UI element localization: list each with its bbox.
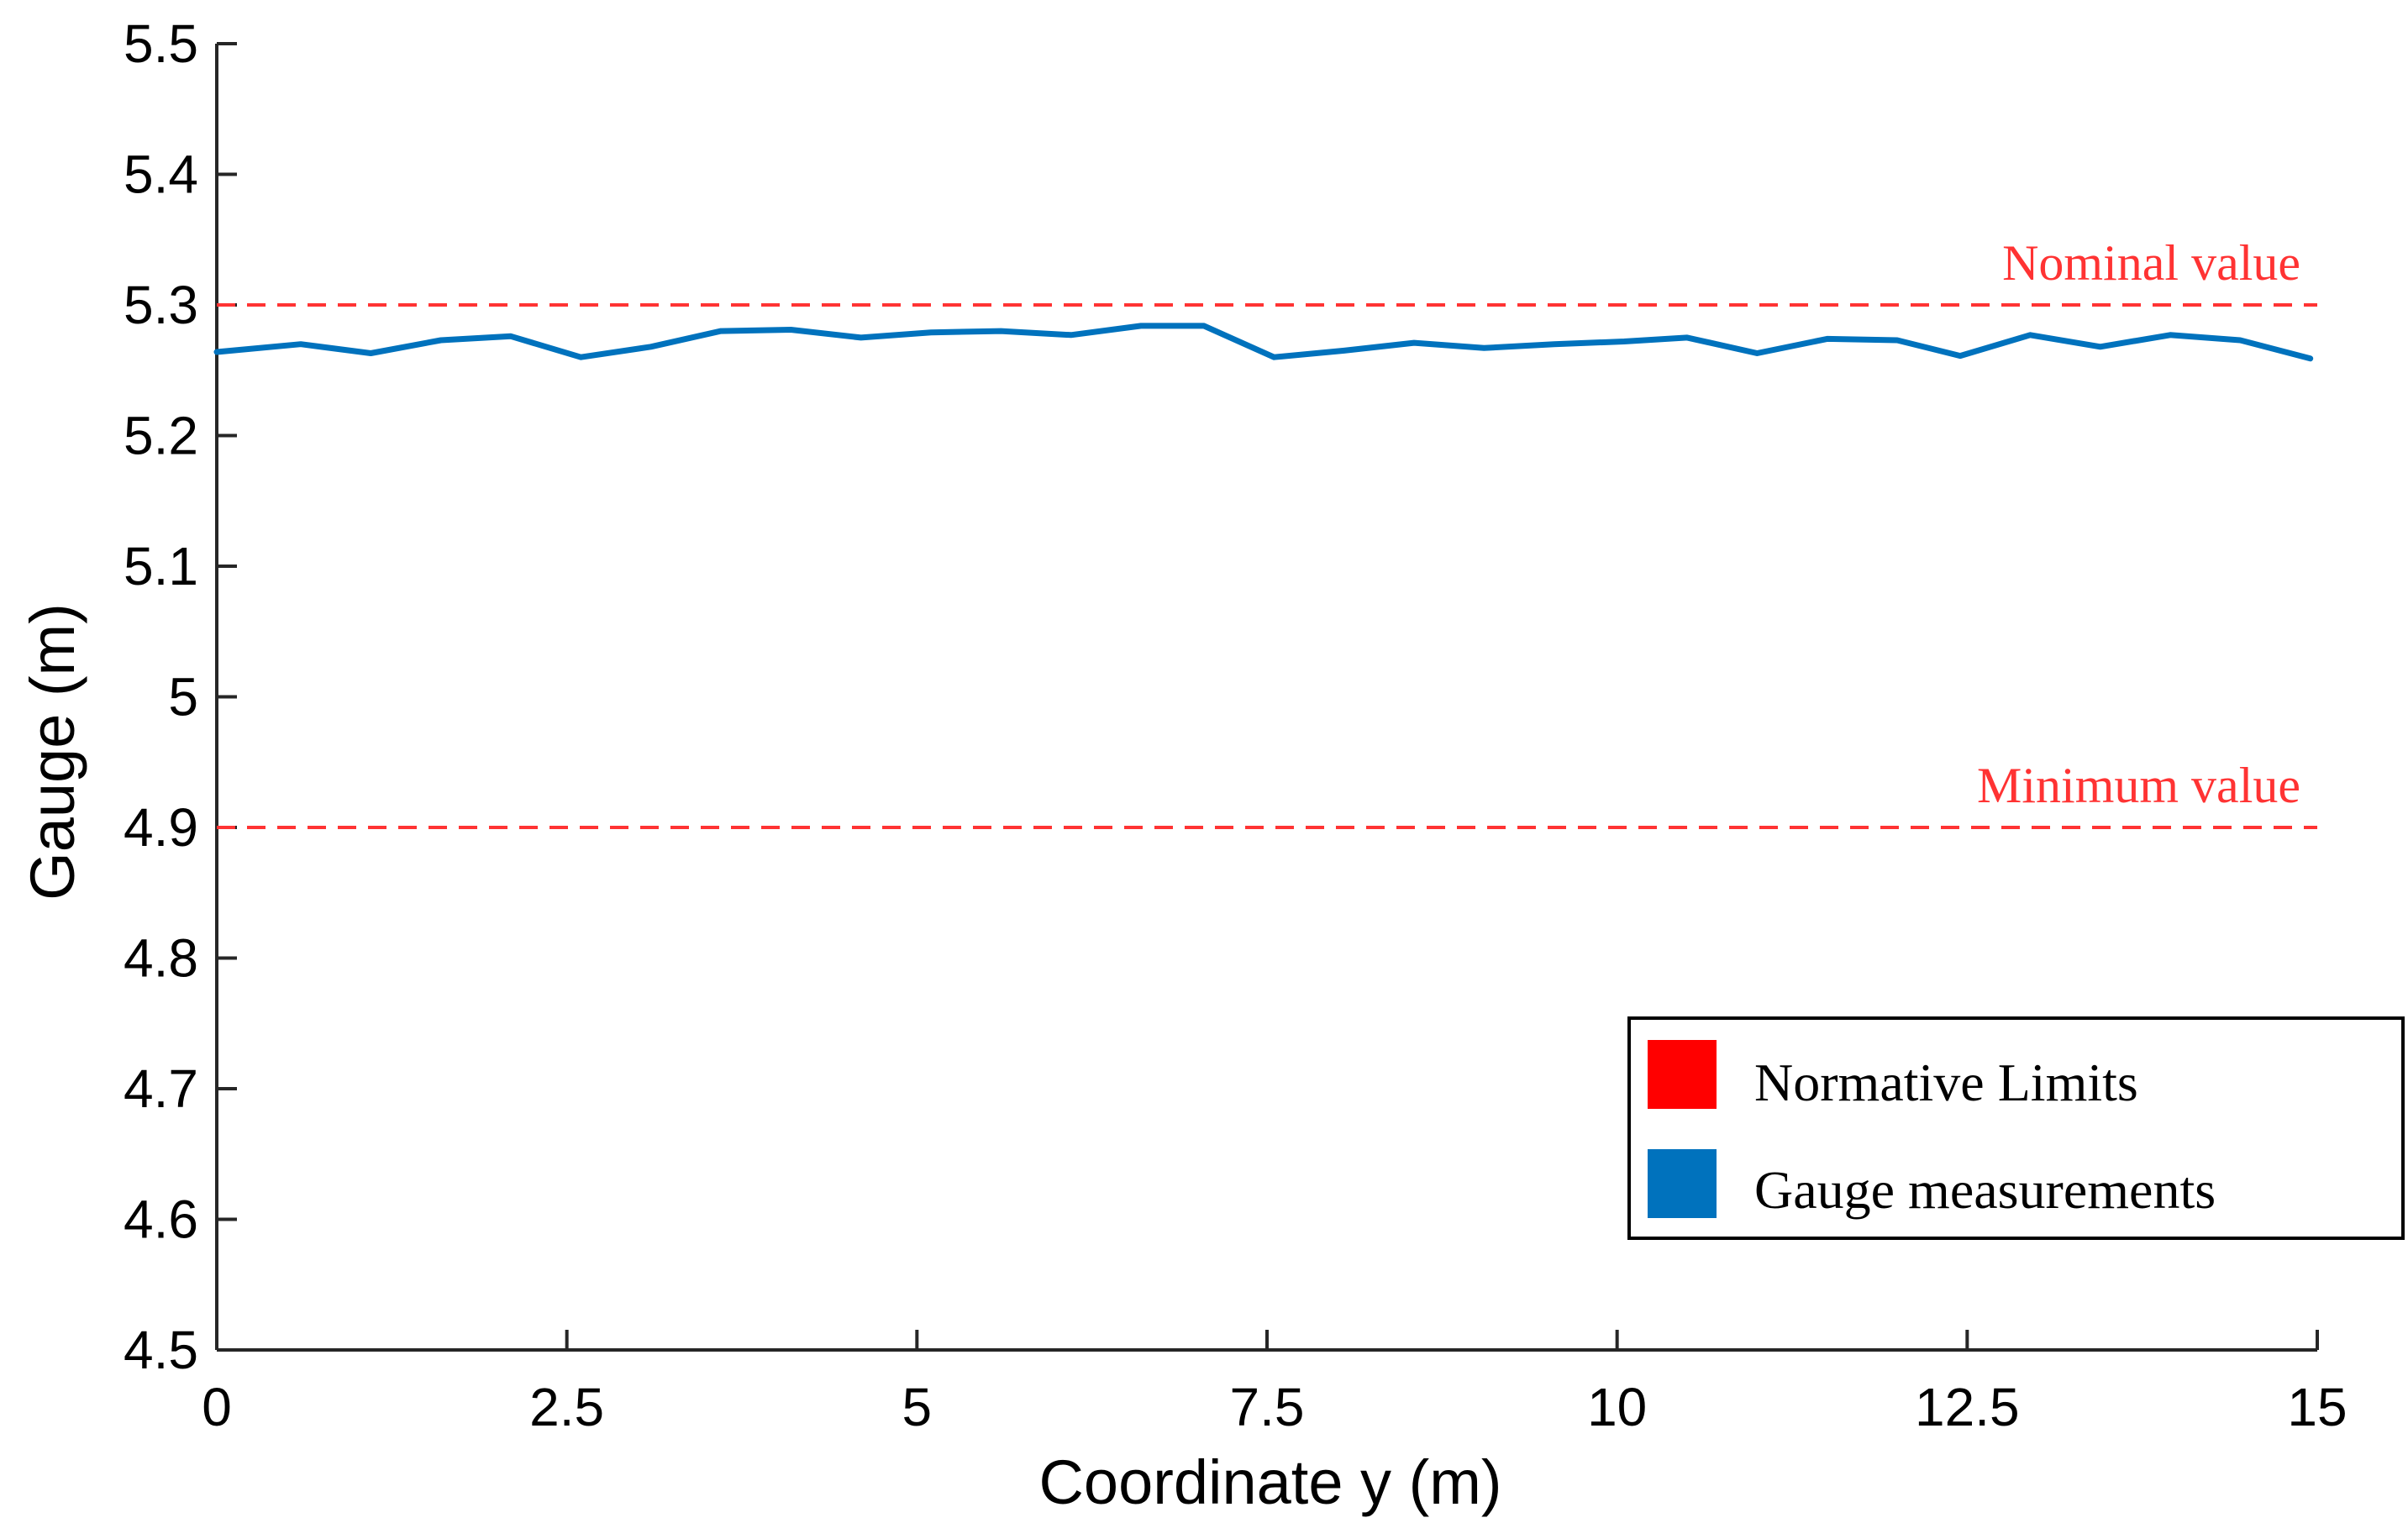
y-tick-label: 4.6 (124, 1190, 198, 1250)
legend-label-normative-limits: Normative Limits (1754, 1053, 2138, 1112)
y-tick-label: 5.4 (124, 144, 198, 205)
legend-swatch-normative-limits (1648, 1040, 1717, 1109)
tick-labels: 4.5 4.6 4.7 4.8 4.9 5 5.1 5.2 5.3 5.4 5.5 0 2.5 5 7.5 1… (124, 13, 2348, 1437)
reference-lines: Nominal value Minimum value (217, 235, 2317, 829)
y-tick-label: 4.7 (124, 1058, 198, 1119)
y-tick-label: 5 (168, 667, 198, 727)
x-tick-label: 0 (202, 1377, 232, 1437)
series-line-gauge-measurements (213, 323, 2314, 362)
x-tick-label: 7.5 (1230, 1377, 1305, 1437)
y-tick-label: 5.2 (124, 406, 198, 466)
y-tick-label: 5.1 (124, 536, 198, 596)
legend-swatch-gauge-measurements (1648, 1149, 1717, 1218)
x-tick-label: 2.5 (529, 1377, 604, 1437)
x-tick-label: 12.5 (1915, 1377, 2020, 1437)
x-axis-title: Coordinate y (m) (1038, 1447, 1501, 1517)
y-tick-label: 5.3 (124, 275, 198, 335)
y-tick-label: 4.9 (124, 797, 198, 858)
axes (215, 42, 2319, 1352)
legend-box (1627, 1016, 2405, 1240)
y-axis-title: Gauge (m) (18, 603, 87, 901)
minimum-value-label: Minimum value (1977, 758, 2300, 813)
y-tick-label: 5.5 (124, 13, 198, 74)
y-tick-label: 4.5 (124, 1320, 198, 1380)
y-tick-label: 4.8 (124, 928, 198, 989)
legend: Normative Limits Gauge measurements (1627, 1016, 2405, 1240)
nominal-value-label: Nominal value (2002, 235, 2300, 291)
x-tick-label: 5 (902, 1377, 933, 1437)
legend-label-gauge-measurements: Gauge measurements (1754, 1160, 2216, 1220)
x-tick-label: 15 (2287, 1377, 2347, 1437)
x-tick-label: 10 (1587, 1377, 1647, 1437)
data-series (213, 323, 2314, 362)
